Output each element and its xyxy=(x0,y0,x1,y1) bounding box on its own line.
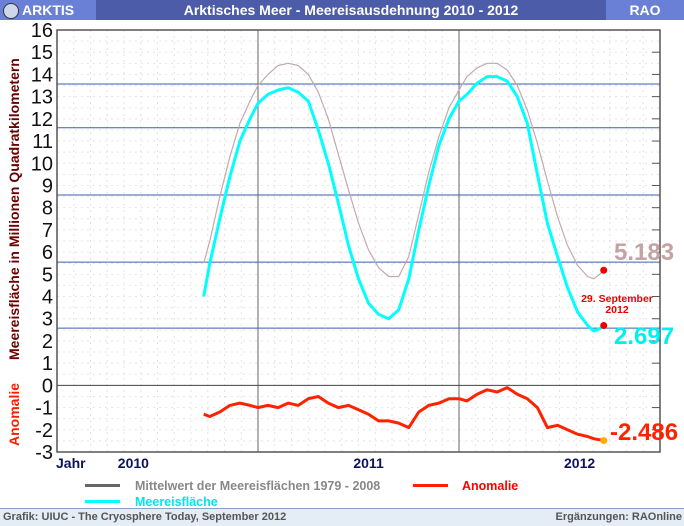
legend: Mittelwert der Meereisflächen 1979 - 200… xyxy=(85,479,518,508)
x-tick-label: 2011 xyxy=(353,455,384,471)
y-tick-label: 0 xyxy=(42,375,53,397)
extent-value-label: 2.697 xyxy=(614,323,674,350)
legend-label-mean: Mittelwert der Meereisflächen 1979 - 200… xyxy=(135,479,380,493)
x-tick-label: 2010 xyxy=(118,455,149,471)
y-tick-label: 15 xyxy=(31,42,53,64)
legend-swatch-extent xyxy=(85,500,120,503)
extent-endpoint xyxy=(600,321,608,329)
y-tick-label: 11 xyxy=(32,131,53,153)
y-tick-label: 9 xyxy=(42,175,53,197)
y-tick-label: 6 xyxy=(42,242,53,264)
y-tick-label: 12 xyxy=(31,109,53,131)
y-tick-label: -3 xyxy=(35,442,53,464)
x-tick-label: 2012 xyxy=(564,455,595,471)
y-tick-label: 10 xyxy=(31,153,53,175)
y-tick-label: 1 xyxy=(42,353,53,375)
legend-label-extent: Meereisfläche xyxy=(135,495,218,508)
x-axis-label: Jahr xyxy=(56,455,86,471)
y-tick-label: -1 xyxy=(35,398,53,420)
anomaly-line xyxy=(203,386,604,443)
y-tick-label: 3 xyxy=(42,309,53,331)
plot-frame xyxy=(56,29,661,453)
y-axis-label: Meereisfläche in Millionen Quadratkilome… xyxy=(6,58,22,360)
y-tick-label: 13 xyxy=(31,87,53,109)
anomaly-endpoint xyxy=(600,437,608,445)
footer-source: Grafik: UIUC - The Cryosphere Today, Sep… xyxy=(3,511,287,523)
legend-label-anomaly: Anomalie xyxy=(462,479,518,493)
y-tick-label: 5 xyxy=(42,264,53,286)
legend-swatch-mean xyxy=(85,484,120,487)
header-bar: ARKTIS Arktisches Meer - Meereisausdehnu… xyxy=(0,0,684,20)
y-axis-label-anomaly: Anomalie xyxy=(6,383,22,446)
y-tick-label: 16 xyxy=(31,20,53,42)
y-tick-label: 14 xyxy=(31,64,53,86)
y-tick-label: -2 xyxy=(35,420,53,442)
section-tab[interactable]: ARKTIS xyxy=(0,0,96,20)
mean-line xyxy=(203,62,605,280)
globe-icon xyxy=(3,3,19,19)
page-title: Arktisches Meer - Meereisausdehnung 2010… xyxy=(183,2,519,18)
y-tick-label: 7 xyxy=(42,220,53,242)
brand-label[interactable]: RAO xyxy=(606,0,684,20)
annotation-year: 2012 xyxy=(605,304,629,316)
section-label: ARKTIS xyxy=(22,2,75,18)
anomaly-value-label: -2.486 xyxy=(610,419,678,446)
extent-line xyxy=(202,75,605,333)
annotation-date: 29. September xyxy=(581,293,653,305)
y-tick-label: 4 xyxy=(42,287,53,309)
footer-additions: Ergänzungen: RAOnline xyxy=(555,511,683,523)
footer-bar: Grafik: UIUC - The Cryosphere Today, Sep… xyxy=(0,508,684,526)
legend-swatch-anomaly xyxy=(413,484,448,487)
y-tick-label: 8 xyxy=(42,198,53,220)
y-tick-label: 2 xyxy=(42,331,53,353)
mean-endpoint xyxy=(600,266,608,274)
mean-value-label: 5.183 xyxy=(614,239,674,266)
